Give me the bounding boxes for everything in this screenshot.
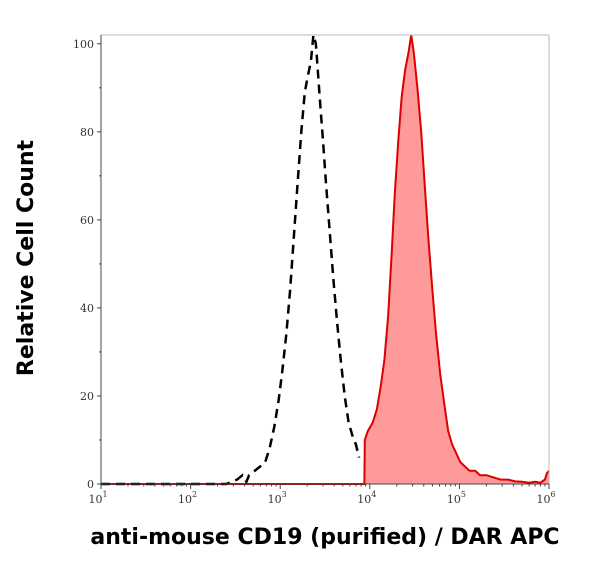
y-tick-label: 40 <box>80 302 94 315</box>
x-axis-ticks: 101 102 103 104 105 106 <box>88 484 556 506</box>
x-tick-label: 102 <box>178 490 197 506</box>
x-tick-label: 104 <box>357 490 376 506</box>
x-tick-label: 105 <box>447 490 466 506</box>
x-tick-label: 103 <box>268 490 287 506</box>
plot-series <box>101 34 550 486</box>
y-tick-label: 0 <box>87 478 94 491</box>
y-tick-label: 60 <box>80 214 94 227</box>
x-tick-label: 101 <box>88 490 107 506</box>
x-tick-label: 106 <box>536 490 555 506</box>
filled-histogram-area <box>101 35 549 484</box>
y-axis-ticks: 0 20 40 60 80 100 <box>73 38 101 491</box>
dashed-histogram-line <box>101 34 361 486</box>
y-axis-title: Relative Cell Count <box>14 139 39 376</box>
x-axis-title: anti-mouse CD19 (purified) / DAR APC <box>90 525 559 550</box>
filled-histogram-line <box>101 34 550 485</box>
y-tick-label: 20 <box>80 390 94 403</box>
y-tick-label: 100 <box>73 38 94 51</box>
y-tick-label: 80 <box>80 126 94 139</box>
